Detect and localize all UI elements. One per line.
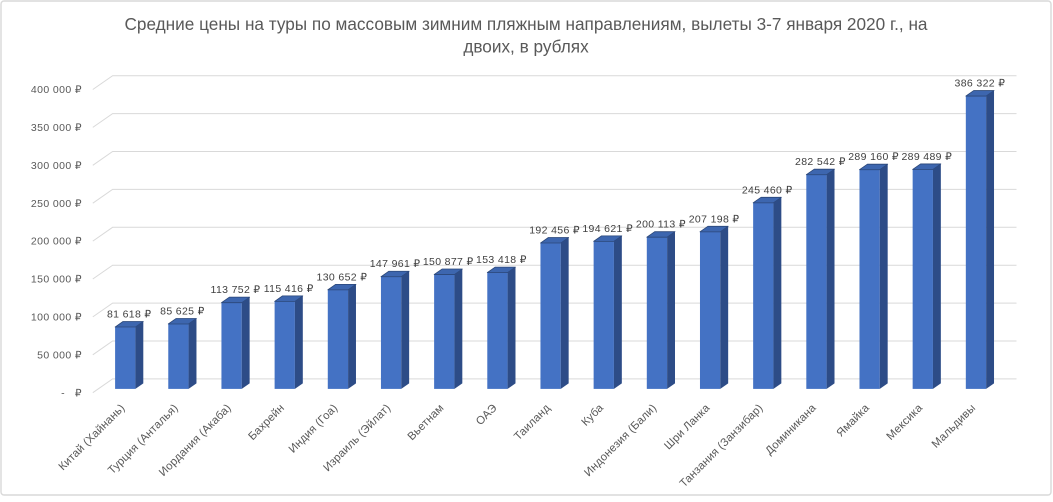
svg-text:85 625 ₽: 85 625 ₽ — [160, 306, 205, 318]
svg-text:200 113 ₽: 200 113 ₽ — [636, 219, 686, 231]
svg-text:115 416 ₽: 115 416 ₽ — [264, 283, 314, 295]
svg-text:100 000 ₽: 100 000 ₽ — [31, 312, 82, 324]
svg-text:150 000 ₽: 150 000 ₽ — [31, 274, 82, 286]
svg-text:289 489 ₽: 289 489 ₽ — [901, 151, 952, 163]
svg-text:Средние цены на туры по массов: Средние цены на туры по массовым зимним … — [125, 14, 928, 34]
svg-text:153 418 ₽: 153 418 ₽ — [476, 254, 527, 266]
svg-text:192 456 ₽: 192 456 ₽ — [529, 225, 580, 237]
svg-text:300 000 ₽: 300 000 ₽ — [31, 160, 82, 172]
svg-text:147 961 ₽: 147 961 ₽ — [370, 258, 421, 270]
svg-text:130 652 ₽: 130 652 ₽ — [317, 271, 368, 283]
svg-text:245 460 ₽: 245 460 ₽ — [742, 184, 793, 196]
svg-text:150 877 ₽: 150 877 ₽ — [423, 256, 474, 268]
svg-text:50 000 ₽: 50 000 ₽ — [37, 349, 82, 361]
svg-text:282 542 ₽: 282 542 ₽ — [795, 156, 846, 168]
svg-text:200 000 ₽: 200 000 ₽ — [31, 236, 82, 248]
svg-text:207 198 ₽: 207 198 ₽ — [689, 213, 740, 225]
svg-text:386 322 ₽: 386 322 ₽ — [955, 78, 1006, 90]
svg-text:- ₽: - ₽ — [61, 387, 82, 399]
svg-text:194 621 ₽: 194 621 ₽ — [582, 223, 633, 235]
svg-text:81 618 ₽: 81 618 ₽ — [107, 309, 152, 321]
svg-text:113 752 ₽: 113 752 ₽ — [211, 284, 261, 296]
svg-text:289 160 ₽: 289 160 ₽ — [848, 151, 899, 163]
svg-text:400 000 ₽: 400 000 ₽ — [31, 84, 82, 96]
svg-text:двоих, в рублях: двоих, в рублях — [463, 37, 589, 57]
svg-text:350 000 ₽: 350 000 ₽ — [31, 122, 82, 134]
svg-text:250 000 ₽: 250 000 ₽ — [31, 198, 82, 210]
